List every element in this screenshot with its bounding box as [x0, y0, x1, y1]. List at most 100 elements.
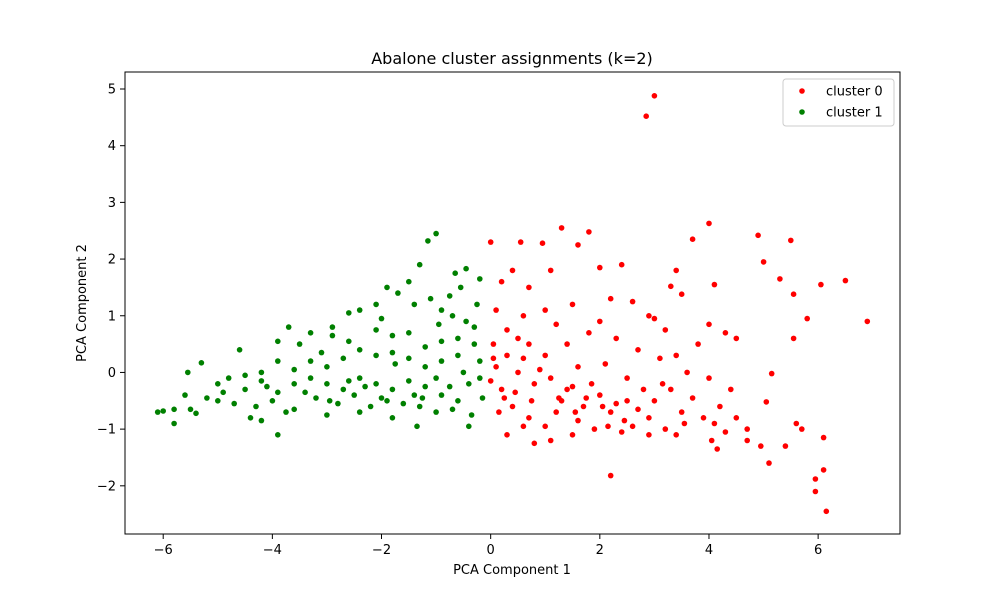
scatter-point	[269, 398, 276, 404]
scatter-point	[509, 403, 516, 410]
scatter-point	[700, 415, 707, 421]
scatter-point	[613, 335, 619, 342]
scatter-point	[504, 352, 510, 359]
scatter-point	[247, 415, 254, 421]
scatter-point	[504, 432, 510, 438]
scatter-point	[275, 358, 281, 364]
scatter-point	[575, 242, 581, 248]
scatter-point	[733, 415, 740, 421]
scatter-point	[356, 375, 363, 381]
scatter-point	[438, 358, 445, 364]
scatter-point	[457, 284, 464, 291]
scatter-point	[351, 392, 358, 398]
scatter-point	[706, 375, 712, 381]
scatter-point	[182, 392, 188, 398]
scatter-point	[618, 261, 625, 268]
scatter-point	[607, 472, 614, 479]
scatter-point	[373, 381, 379, 387]
scatter-point	[275, 338, 281, 345]
scatter-point	[242, 372, 248, 379]
scatter-point	[782, 443, 789, 449]
scatter-point	[215, 381, 221, 387]
scatter-point	[340, 355, 347, 362]
y-tick-label: 5	[108, 83, 116, 98]
scatter-point	[406, 330, 412, 336]
scatter-point	[490, 341, 497, 347]
scatter-point	[624, 375, 630, 381]
scatter-point	[493, 364, 499, 370]
scatter-point	[758, 443, 764, 449]
scatter-point	[198, 360, 205, 366]
scatter-point	[572, 409, 579, 415]
scatter-point	[367, 403, 374, 410]
scatter-point	[662, 327, 669, 333]
scatter-point	[635, 347, 641, 353]
scatter-point	[446, 383, 453, 390]
y-tick-label: 1	[108, 309, 116, 324]
series-cluster-1	[154, 230, 486, 438]
scatter-point	[509, 267, 516, 274]
scatter-point	[477, 375, 483, 381]
x-tick-label: 2	[596, 543, 604, 558]
scatter-point	[659, 381, 666, 387]
legend: cluster 0 cluster 1	[782, 78, 895, 127]
legend-marker	[799, 88, 805, 94]
scatter-point	[468, 412, 475, 418]
scatter-point	[318, 349, 325, 356]
scatter-point	[335, 400, 341, 407]
scatter-point	[790, 335, 797, 342]
scatter-point	[526, 284, 532, 291]
scatter-point	[291, 366, 298, 373]
scatter-point	[296, 341, 303, 347]
scatter-point	[416, 261, 423, 268]
scatter-point	[231, 400, 237, 407]
scatter-point	[768, 370, 775, 377]
x-tick-label: 0	[487, 543, 495, 558]
scatter-point	[392, 361, 399, 367]
legend-box	[782, 78, 895, 127]
scatter-point	[264, 383, 270, 390]
scatter-point	[722, 330, 729, 336]
scatter-point	[471, 324, 478, 330]
scatter-point	[520, 423, 527, 430]
scatter-point	[389, 386, 396, 393]
scatter-point	[253, 403, 259, 410]
scatter-point	[324, 381, 330, 387]
scatter-point	[711, 281, 718, 288]
scatter-point	[455, 335, 461, 342]
scatter-point	[728, 386, 734, 393]
scatter-point	[460, 369, 467, 376]
scatter-point	[689, 395, 696, 401]
scatter-point	[427, 295, 434, 302]
scatter-point	[542, 307, 548, 313]
y-tick-label: 3	[108, 196, 116, 211]
x-axis-title: PCA Component 1	[453, 563, 571, 578]
scatter-point	[673, 352, 679, 359]
scatter-point	[597, 264, 603, 271]
scatter-point	[569, 432, 576, 438]
x-axis: −6 −4 −2 0 2 4 6	[154, 534, 822, 558]
scatter-point	[414, 423, 420, 430]
scatter-point	[225, 375, 232, 381]
scatter-point	[324, 412, 330, 418]
scatter-point	[717, 403, 723, 410]
scatter-point	[542, 352, 548, 359]
scatter-point	[673, 267, 679, 274]
scatter-point	[733, 335, 740, 342]
scatter-point	[378, 395, 385, 401]
scatter-point	[275, 389, 281, 396]
scatter-point	[258, 417, 265, 424]
scatter-point	[531, 381, 538, 387]
scatter-point	[455, 352, 461, 359]
scatter-point	[389, 332, 396, 339]
scatter-point	[291, 406, 298, 413]
scatter-point	[580, 403, 587, 410]
scatter-point	[646, 415, 652, 421]
scatter-point	[433, 230, 439, 237]
x-tick-label: −6	[154, 543, 173, 558]
scatter-point	[790, 291, 797, 298]
scatter-point	[215, 398, 221, 404]
scatter-point	[564, 386, 570, 393]
scatter-point	[490, 355, 497, 362]
scatter-point	[236, 347, 243, 353]
